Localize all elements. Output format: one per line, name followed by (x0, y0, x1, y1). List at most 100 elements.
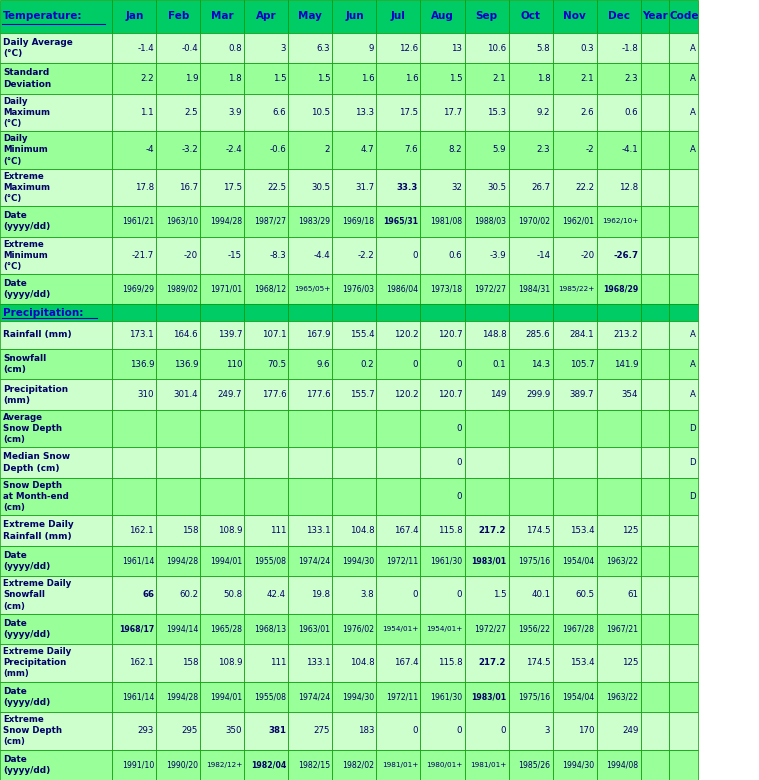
Bar (669, 94, 698, 131)
Text: 2.6: 2.6 (581, 108, 594, 117)
Text: 1968/13: 1968/13 (254, 624, 286, 633)
Bar (597, 131, 641, 168)
Text: 217.2: 217.2 (479, 526, 506, 535)
Text: 1981/08: 1981/08 (430, 217, 462, 225)
Bar (332, 63, 376, 94)
Bar (288, 349, 332, 379)
Bar (553, 712, 597, 750)
Bar (156, 682, 200, 712)
Bar (509, 63, 553, 94)
Text: 108.9: 108.9 (218, 658, 242, 668)
Bar (509, 131, 553, 168)
Bar (156, 447, 200, 478)
Text: 6.3: 6.3 (317, 44, 330, 52)
Bar (0, 478, 112, 516)
Text: 139.7: 139.7 (218, 331, 242, 339)
Bar (641, 410, 669, 447)
Text: 1988/03: 1988/03 (474, 217, 506, 225)
Bar (156, 168, 200, 206)
Bar (641, 379, 669, 410)
Text: 1983/01: 1983/01 (471, 693, 506, 701)
Bar (420, 304, 465, 321)
Bar (156, 750, 200, 780)
Bar (0, 576, 112, 614)
Bar (0, 614, 112, 644)
Text: 50.8: 50.8 (223, 590, 242, 599)
Text: 1969/18: 1969/18 (342, 217, 374, 225)
Bar (332, 131, 376, 168)
Bar (553, 94, 597, 131)
Bar (465, 478, 509, 516)
Bar (553, 0, 597, 33)
Text: 1982/02: 1982/02 (342, 760, 374, 769)
Bar (288, 682, 332, 712)
Text: 1.5: 1.5 (493, 590, 506, 599)
Text: 293: 293 (137, 726, 154, 736)
Text: A: A (690, 44, 696, 52)
Text: 2.2: 2.2 (140, 74, 154, 83)
Bar (420, 131, 465, 168)
Text: 13: 13 (452, 44, 462, 52)
Text: 60.2: 60.2 (179, 590, 198, 599)
Text: 33.3: 33.3 (397, 183, 418, 192)
Text: 1.5: 1.5 (272, 74, 286, 83)
Text: 1.1: 1.1 (140, 108, 154, 117)
Bar (465, 750, 509, 780)
Text: 1975/16: 1975/16 (518, 693, 550, 701)
Text: 5.8: 5.8 (537, 44, 550, 52)
Bar (641, 682, 669, 712)
Text: 12.6: 12.6 (399, 44, 418, 52)
Text: 299.9: 299.9 (526, 390, 550, 399)
Text: 1983/29: 1983/29 (298, 217, 330, 225)
Bar (288, 712, 332, 750)
Bar (156, 63, 200, 94)
Bar (288, 546, 332, 576)
Bar (420, 321, 465, 349)
Bar (288, 206, 332, 236)
Bar (332, 447, 376, 478)
Bar (0, 274, 112, 304)
Bar (332, 379, 376, 410)
Bar (509, 447, 553, 478)
Bar (641, 712, 669, 750)
Bar (0, 447, 112, 478)
Text: 1956/22: 1956/22 (518, 624, 550, 633)
Text: 0: 0 (413, 590, 418, 599)
Bar (669, 33, 698, 63)
Text: 301.4: 301.4 (174, 390, 198, 399)
Bar (244, 546, 288, 576)
Bar (288, 304, 332, 321)
Bar (0, 644, 112, 682)
Text: 1961/14: 1961/14 (121, 556, 154, 566)
Bar (332, 682, 376, 712)
Text: 120.7: 120.7 (438, 390, 462, 399)
Text: Snow Depth
at Month-end
(cm): Snow Depth at Month-end (cm) (3, 481, 69, 512)
Text: 2.3: 2.3 (625, 74, 638, 83)
Text: 285.6: 285.6 (526, 331, 550, 339)
Text: Daily Average
(°C): Daily Average (°C) (3, 38, 73, 58)
Text: 174.5: 174.5 (526, 658, 550, 668)
Bar (376, 614, 420, 644)
Text: 183: 183 (357, 726, 374, 736)
Bar (376, 410, 420, 447)
Bar (332, 321, 376, 349)
Bar (641, 576, 669, 614)
Bar (597, 236, 641, 274)
Bar (332, 410, 376, 447)
Text: 0.8: 0.8 (228, 44, 242, 52)
Text: Mar: Mar (211, 12, 234, 21)
Bar (376, 644, 420, 682)
Text: -4: -4 (146, 145, 154, 154)
Bar (112, 349, 156, 379)
Bar (509, 236, 553, 274)
Text: 1994/08: 1994/08 (606, 760, 638, 769)
Bar (509, 33, 553, 63)
Bar (597, 516, 641, 546)
Text: 284.1: 284.1 (570, 331, 594, 339)
Bar (200, 576, 244, 614)
Bar (509, 516, 553, 546)
Bar (200, 546, 244, 576)
Text: 0: 0 (457, 726, 462, 736)
Text: 1980/01+: 1980/01+ (426, 762, 462, 768)
Bar (288, 447, 332, 478)
